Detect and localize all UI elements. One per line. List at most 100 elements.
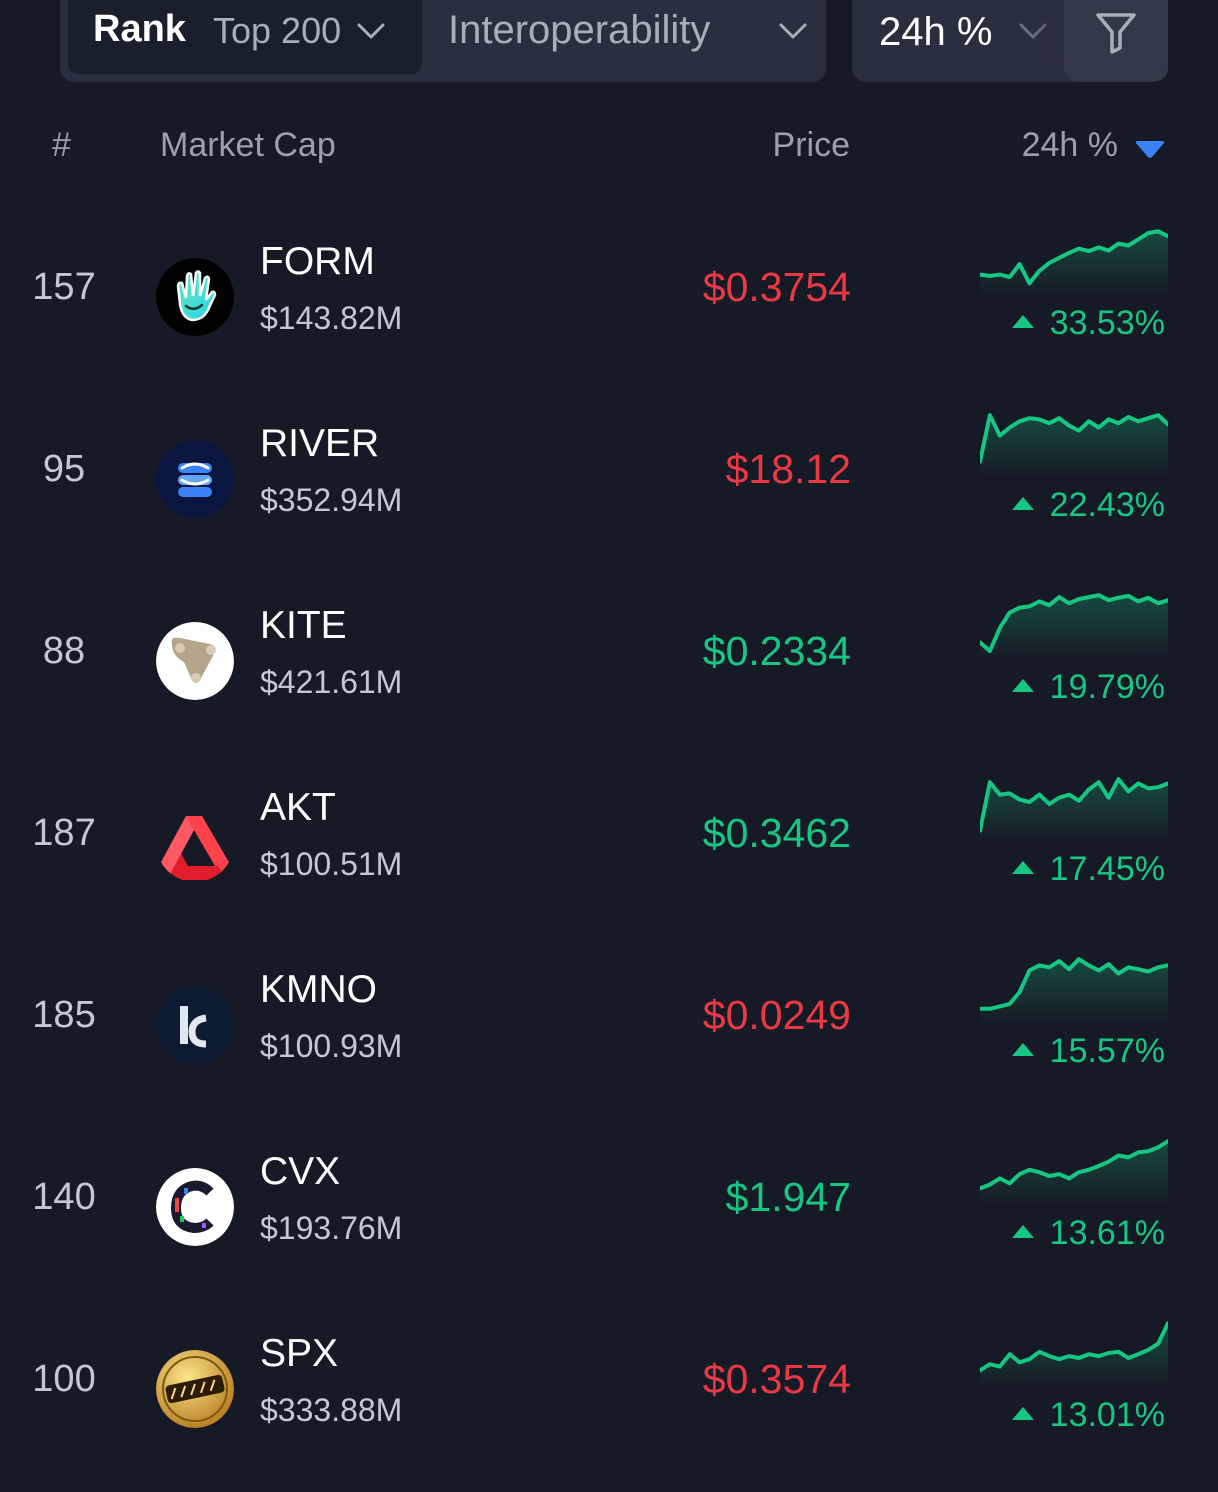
sparkline-area [980,959,1168,1024]
sort-descending-icon[interactable] [1134,140,1166,160]
chevron-down-icon [1019,23,1047,39]
change-24h-value: 13.61% [1049,1214,1165,1252]
coin-market-cap: $333.88M [260,1392,403,1428]
triangle-up-icon [1011,496,1034,510]
sparkline-chart [980,229,1168,296]
change-24h-value: 19.79% [1049,668,1165,706]
sparkline-line [980,1321,1168,1373]
coin-rank: 157 [32,266,96,308]
sparkline-chart [980,957,1168,1024]
coin-price: $0.3574 [702,1356,851,1402]
coin-price: $1.947 [725,1174,851,1220]
coin-symbol: CVX [260,1150,341,1193]
rank-filter-label: Rank [93,8,186,50]
chevron-down-icon [357,23,385,39]
sparkline-line [980,777,1168,833]
coin-rank: 140 [32,1176,96,1218]
chevron-down-icon [779,23,807,39]
category-filter-dropdown[interactable]: Interoperability [448,8,807,53]
coin-market-cap: $100.51M [260,846,403,882]
table-row[interactable]: 187 AKT $100.51M $0.3462 17.45% [0,764,1218,946]
change-24h-value: 22.43% [1049,486,1165,524]
coin-symbol: KITE [260,604,347,647]
coin-rank: 95 [42,448,86,490]
change-24h: 33.53% [1011,304,1165,343]
triangle-up-icon [1011,314,1034,328]
rank-filter-value: Top 200 [213,10,342,51]
sparkline-line [980,957,1168,1011]
triangle-up-icon [1011,1042,1034,1056]
header-price[interactable]: Price [772,126,850,164]
akash-triangle-icon [156,804,234,882]
sparkline-line [980,1139,1168,1191]
change-24h-value: 17.45% [1049,850,1165,888]
coin-symbol: FORM [260,240,375,283]
coin-rank: 100 [32,1358,96,1400]
kamino-k-icon [156,986,234,1064]
coin-market-cap: $100.93M [260,1028,403,1064]
change-24h: 13.61% [1011,1214,1165,1253]
coin-rank: 187 [32,812,96,854]
sparkline-line [980,593,1168,653]
convex-c-icon [156,1168,234,1246]
coin-price: $0.3462 [702,810,851,856]
table-row[interactable]: 100 SPX $333.88M $0.3574 13.01% [0,1310,1218,1492]
coin-market-cap: $421.61M [260,664,403,700]
coin-symbol: RIVER [260,422,380,465]
coin-symbol: SPX [260,1332,339,1375]
sparkline-area [980,595,1168,660]
triangle-up-icon [1011,1224,1034,1238]
sparkline-chart [980,1139,1168,1206]
coin-price: $0.0249 [702,992,851,1038]
header-24h-change[interactable]: 24h % [1021,126,1118,164]
sparkline-chart [980,413,1168,478]
triangle-up-icon [1011,678,1034,692]
sparkline-chart [980,593,1168,660]
filter-bar: Rank Top 200 Interoperability [60,0,826,82]
change-24h-value: 33.53% [1049,304,1165,342]
coin-market-cap: $193.76M [260,1210,403,1246]
triangle-up-icon [1011,860,1034,874]
change-24h: 13.01% [1011,1396,1165,1435]
spx6900-icon [156,1350,234,1428]
coin-symbol: KMNO [260,968,377,1011]
change-24h: 17.45% [1011,850,1165,889]
sparkline-line [980,229,1168,286]
funnel-icon [1096,13,1136,54]
coin-rank: 88 [42,630,86,672]
coin-market-cap: $352.94M [260,482,403,518]
table-row[interactable]: 157 FORM $143.82M $0.3754 33.53% [0,218,1218,400]
coin-price: $18.12 [725,446,851,492]
table-row[interactable]: 95 RIVER $352.94M $18.12 22.43% [0,400,1218,582]
coin-rank: 185 [32,994,96,1036]
change-24h: 22.43% [1011,486,1165,525]
sort-period-value: 24h % [879,10,993,54]
sort-period-dropdown[interactable]: 24h % [852,0,1168,82]
coin-market-cap: $143.82M [260,300,403,336]
river-wave-icon [156,440,234,518]
kite-shape-icon [156,622,234,700]
sparkline-area [980,1323,1168,1388]
sparkline-chart [980,1321,1168,1388]
table-row[interactable]: 185 KMNO $100.93M $0.0249 15.57% [0,946,1218,1128]
sparkline-area [980,415,1168,478]
sparkline-area [980,779,1168,842]
table-row[interactable]: 88 KITE $421.61M $0.2334 19.79% [0,582,1218,764]
coin-symbol: AKT [260,786,336,829]
coin-price: $0.2334 [702,628,851,674]
change-24h-value: 13.01% [1049,1396,1165,1434]
header-market-cap[interactable]: Market Cap [160,126,336,164]
category-filter-value: Interoperability [448,8,711,52]
sparkline-area [980,231,1168,296]
sparkline-chart [980,777,1168,842]
change-24h: 19.79% [1011,668,1165,707]
header-rank: # [52,126,71,164]
filter-button[interactable] [1064,0,1168,82]
change-24h-value: 15.57% [1049,1032,1165,1070]
form-hand-icon [156,258,234,336]
coin-price: $0.3754 [702,264,851,310]
change-24h: 15.57% [1011,1032,1165,1071]
table-row[interactable]: 140 CVX $193.76M $1.947 13.61% [0,1128,1218,1310]
rank-filter-dropdown[interactable]: Rank Top 200 [68,0,422,74]
table-header: # Market Cap Price 24h % [0,126,1218,176]
